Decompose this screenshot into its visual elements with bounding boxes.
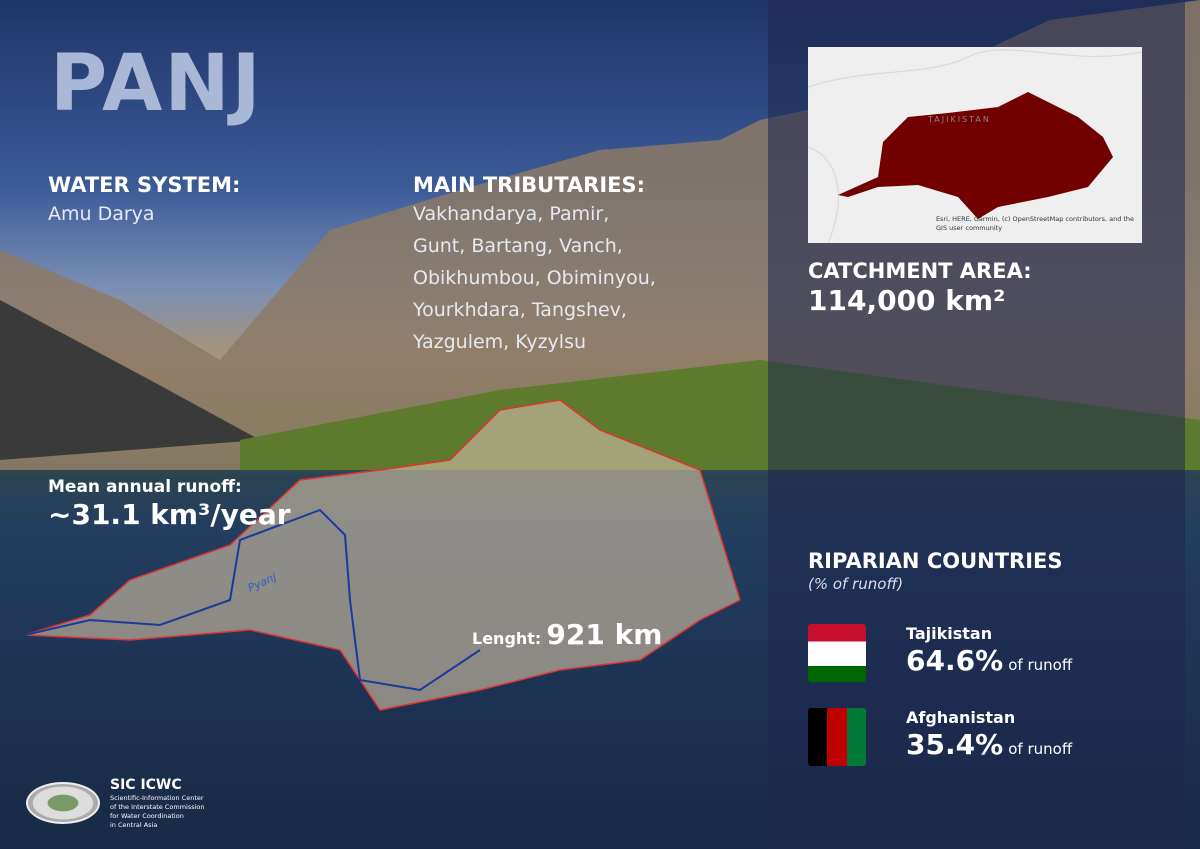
tributaries-line: Gunt, Bartang, Vanch,: [413, 235, 623, 257]
country-row: Tajikistan 64.6% of runoff: [808, 624, 1072, 682]
map-country-label: TAJIKISTAN: [927, 115, 991, 124]
basin-map-overlay: [24, 399, 741, 711]
map-attribution: Esri, HERE, Garmin, (c) OpenStreetMap co…: [936, 215, 1135, 232]
locator-map: TAJIKISTAN Esri, HERE, Garmin, (c) OpenS…: [808, 47, 1142, 243]
basin-shape: [838, 92, 1113, 219]
seal-icon: [26, 782, 100, 824]
runoff-section: Mean annual runoff: ~31.1 km³/year: [48, 476, 291, 532]
country-share: 35.4%: [906, 728, 1004, 761]
logo-desc-line: Scientific-Information Center: [110, 794, 204, 802]
catchment-value: 114,000 km²: [808, 284, 1006, 317]
tributaries-label: MAIN TRIBUTARIES:: [413, 173, 646, 197]
logo-name: SIC ICWC: [110, 777, 182, 793]
sic-icwc-logo: SIC ICWC Scientific-Information Center o…: [26, 776, 205, 830]
catchment-section: CATCHMENT AREA: 114,000 km²: [808, 258, 1032, 318]
tributaries-line: Yazgulem, Kyzylsu: [413, 331, 587, 353]
water-system-value: Amu Darya: [48, 203, 155, 225]
water-system-label: WATER SYSTEM:: [48, 173, 241, 197]
length-label: Lenght:: [472, 629, 542, 648]
tributaries-line: Obikhumbou, Obiminyou,: [413, 267, 656, 289]
catchment-label: CATCHMENT AREA:: [808, 259, 1032, 283]
length-value: 921 km: [546, 618, 663, 651]
riparian-label: RIPARIAN COUNTRIES: [808, 549, 1063, 573]
riparian-section: RIPARIAN COUNTRIES (% of runoff): [808, 548, 1063, 594]
country-share: 64.6%: [906, 644, 1004, 677]
tajikistan-flag-icon: [808, 624, 866, 682]
afghanistan-flag-icon: [808, 708, 866, 766]
country-share-suffix: of runoff: [1008, 740, 1073, 758]
tributaries-section: MAIN TRIBUTARIES: Vakhandarya, Pamir, Gu…: [413, 172, 656, 358]
logo-desc-line: for Water Coordination: [110, 812, 184, 820]
tributaries-line: Yourkhdara, Tangshev,: [413, 299, 627, 321]
water-system-section: WATER SYSTEM: Amu Darya: [48, 172, 240, 230]
panj-river-line: [24, 508, 481, 692]
country-name: Tajikistan: [906, 624, 993, 643]
logo-desc-line: of the Interstate Commission: [110, 803, 205, 811]
logo-desc-line: in Central Asia: [110, 821, 158, 829]
page-title: PANJ: [50, 39, 263, 129]
length-section: Lenght: 921 km: [472, 618, 662, 652]
country-row: Afghanistan 35.4% of runoff: [808, 708, 1072, 766]
country-name: Afghanistan: [906, 708, 1016, 727]
runoff-label: Mean annual runoff:: [48, 477, 242, 497]
riparian-sub: (% of runoff): [808, 575, 904, 593]
runoff-value: ~31.1 km³/year: [48, 498, 291, 531]
tributaries-line: Vakhandarya, Pamir,: [413, 203, 610, 225]
country-share-suffix: of runoff: [1008, 656, 1073, 674]
